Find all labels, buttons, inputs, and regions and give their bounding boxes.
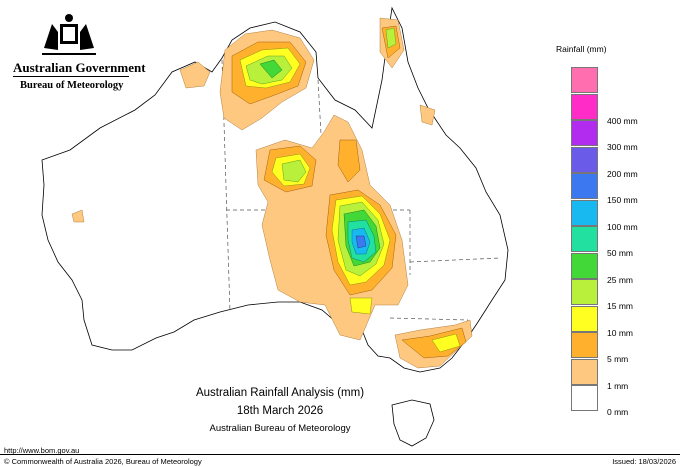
footer-copyright: © Commonwealth of Australia 2026, Bureau… — [4, 457, 202, 466]
legend-swatch — [571, 173, 598, 199]
legend-label: 15 mm — [607, 301, 633, 311]
legend-label: 5 mm — [607, 354, 629, 364]
agency-name: Australian Government — [13, 60, 146, 75]
footer-issued: Issued: 18/03/2026 — [612, 457, 676, 466]
footer-divider — [0, 454, 680, 455]
map-agency: Australian Bureau of Meteorology — [209, 423, 351, 434]
legend-swatch — [571, 358, 598, 385]
legend-swatch — [571, 226, 598, 252]
legend-label: 100 mm — [607, 221, 638, 232]
legend-label: 150 mm — [607, 195, 638, 205]
map-title: Australian Rainfall Analysis (mm) — [195, 387, 365, 399]
legend-swatch — [571, 385, 598, 411]
legend-swatch — [571, 93, 598, 120]
legend-label: 1 mm — [607, 380, 629, 391]
tasmania-outline — [391, 399, 435, 447]
legend-label: 25 mm — [607, 274, 633, 285]
legend-swatch — [571, 67, 598, 93]
legend-swatch — [571, 199, 598, 226]
map-date: 18th March 2026 — [236, 405, 324, 417]
legend-swatch — [571, 279, 598, 305]
legend-swatch — [571, 305, 598, 332]
legend-label: 300 mm — [607, 142, 638, 152]
legend-label: 50 mm — [607, 248, 633, 258]
legend-label: 200 mm — [607, 168, 638, 179]
bureau-name: Bureau of Meteorology — [20, 80, 124, 91]
legend-swatch — [571, 252, 598, 279]
legend-label: 10 mm — [607, 327, 633, 338]
footer-url[interactable]: http://www.bom.gov.au — [4, 446, 80, 455]
coat-of-arms-logo — [38, 10, 100, 58]
rainfall-150mm — [355, 235, 367, 249]
legend-swatch — [571, 146, 598, 173]
legend-title: Rainfall (mm) — [556, 44, 607, 54]
legend-swatch — [571, 120, 598, 146]
legend-label: 0 mm — [607, 407, 629, 417]
legend-label: 400 mm — [607, 115, 638, 126]
legend-swatch — [571, 332, 598, 358]
header-divider — [13, 76, 129, 77]
